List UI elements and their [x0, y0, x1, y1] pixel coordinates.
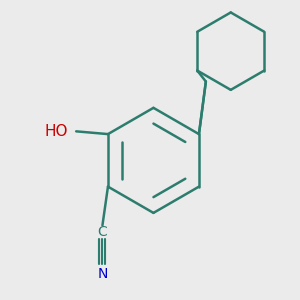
Text: N: N — [97, 267, 108, 281]
Text: C: C — [98, 225, 107, 239]
Text: HO: HO — [44, 124, 68, 139]
